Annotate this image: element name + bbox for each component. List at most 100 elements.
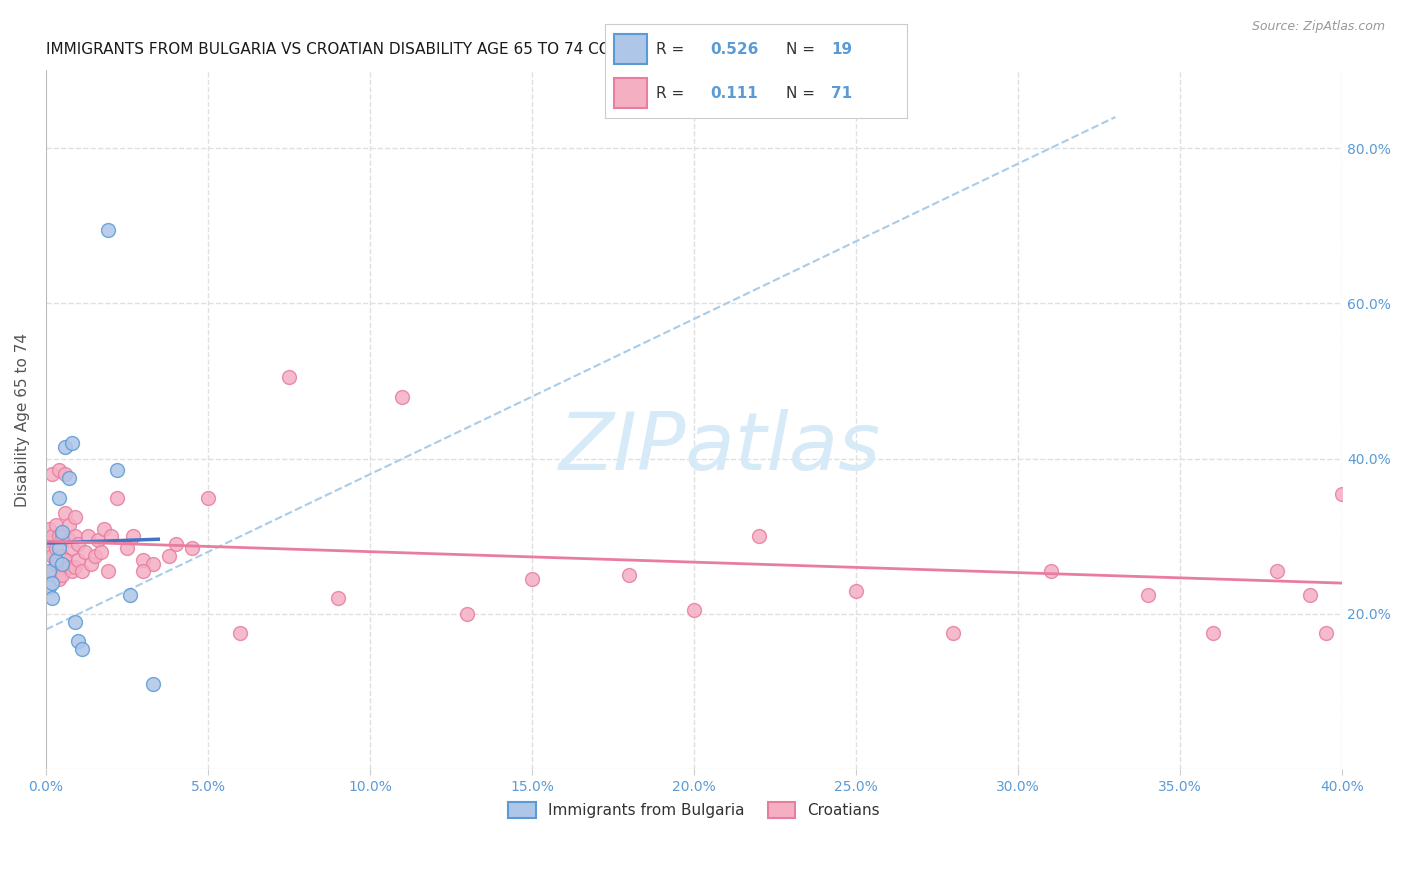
- Point: [63, 529, 86, 543]
- Point: [41, 549, 63, 563]
- Point: [142, 677, 165, 691]
- Point: [942, 626, 965, 640]
- Point: [55, 552, 77, 566]
- Point: [45, 541, 67, 555]
- Text: IMMIGRANTS FROM BULGARIA VS CROATIAN DISABILITY AGE 65 TO 74 CORRELATION CHART: IMMIGRANTS FROM BULGARIA VS CROATIAN DIS…: [46, 42, 754, 57]
- Point: [63, 615, 86, 629]
- Point: [1357, 588, 1379, 602]
- Point: [55, 467, 77, 482]
- Point: [391, 390, 413, 404]
- Text: 0.526: 0.526: [710, 42, 759, 57]
- Point: [105, 491, 128, 505]
- Point: [45, 517, 67, 532]
- Point: [120, 588, 142, 602]
- Point: [58, 471, 80, 485]
- Point: [48, 552, 70, 566]
- Point: [67, 552, 90, 566]
- Point: [58, 560, 80, 574]
- Point: [38, 533, 60, 548]
- Point: [70, 564, 93, 578]
- Point: [115, 541, 138, 555]
- Point: [100, 529, 122, 543]
- Point: [845, 583, 868, 598]
- Point: [55, 506, 77, 520]
- Point: [41, 591, 63, 606]
- Point: [77, 529, 100, 543]
- Text: R =: R =: [657, 42, 689, 57]
- Point: [748, 529, 770, 543]
- Text: 0.111: 0.111: [710, 86, 758, 101]
- Point: [180, 541, 202, 555]
- Point: [326, 591, 349, 606]
- Point: [80, 557, 103, 571]
- Point: [105, 463, 128, 477]
- Point: [520, 572, 543, 586]
- Point: [229, 626, 252, 640]
- Point: [41, 576, 63, 591]
- Point: [132, 552, 155, 566]
- Point: [48, 572, 70, 586]
- Text: R =: R =: [657, 86, 695, 101]
- Point: [58, 517, 80, 532]
- Point: [60, 541, 83, 555]
- Point: [67, 537, 90, 551]
- Text: 71: 71: [831, 86, 852, 101]
- Point: [1379, 506, 1402, 520]
- Point: [1299, 588, 1322, 602]
- Point: [48, 541, 70, 555]
- Point: [683, 603, 706, 617]
- Point: [51, 557, 73, 571]
- Point: [41, 529, 63, 543]
- Point: [63, 560, 86, 574]
- Point: [67, 634, 90, 648]
- Point: [619, 568, 641, 582]
- Point: [70, 642, 93, 657]
- Point: [48, 529, 70, 543]
- Point: [58, 533, 80, 548]
- Point: [60, 564, 83, 578]
- Point: [96, 564, 118, 578]
- Point: [38, 580, 60, 594]
- Point: [142, 557, 165, 571]
- Point: [51, 568, 73, 582]
- Point: [51, 525, 73, 540]
- Point: [48, 463, 70, 477]
- Point: [41, 564, 63, 578]
- Point: [51, 529, 73, 543]
- Point: [45, 552, 67, 566]
- Point: [1136, 588, 1159, 602]
- Point: [1201, 626, 1223, 640]
- Point: [1315, 626, 1337, 640]
- Legend: Immigrants from Bulgaria, Croatians: Immigrants from Bulgaria, Croatians: [502, 797, 886, 824]
- Text: 19: 19: [831, 42, 852, 57]
- Point: [1039, 564, 1062, 578]
- Point: [83, 549, 105, 563]
- Text: Source: ZipAtlas.com: Source: ZipAtlas.com: [1251, 20, 1385, 33]
- Y-axis label: Disability Age 65 to 74: Disability Age 65 to 74: [15, 333, 30, 507]
- Point: [38, 545, 60, 559]
- Point: [93, 522, 115, 536]
- Point: [41, 467, 63, 482]
- Text: N =: N =: [786, 42, 820, 57]
- Point: [122, 529, 145, 543]
- Point: [132, 564, 155, 578]
- Point: [73, 545, 96, 559]
- Point: [1267, 564, 1289, 578]
- Point: [45, 557, 67, 571]
- Point: [197, 491, 219, 505]
- Text: ZIPatlas: ZIPatlas: [560, 409, 882, 487]
- Point: [157, 549, 180, 563]
- Point: [278, 370, 301, 384]
- Point: [38, 564, 60, 578]
- Point: [48, 491, 70, 505]
- Point: [1347, 564, 1369, 578]
- Point: [165, 537, 187, 551]
- Point: [60, 436, 83, 450]
- Point: [90, 545, 112, 559]
- Point: [96, 222, 118, 236]
- Point: [63, 510, 86, 524]
- Point: [1331, 486, 1354, 500]
- Point: [51, 549, 73, 563]
- Point: [38, 522, 60, 536]
- Text: N =: N =: [786, 86, 820, 101]
